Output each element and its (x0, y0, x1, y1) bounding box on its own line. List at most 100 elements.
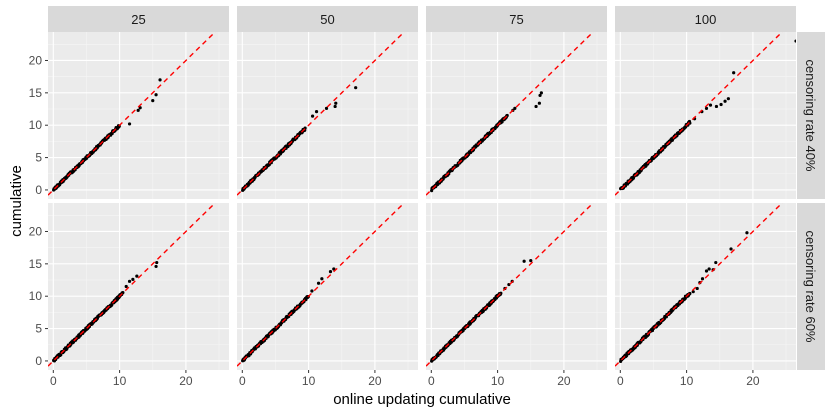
y-tick-label: 0 (35, 183, 42, 197)
data-point (154, 264, 158, 269)
data-point (324, 106, 329, 110)
panel-background (237, 203, 418, 370)
x-tick-label: 20 (557, 374, 571, 388)
y-tick-label: 5 (35, 151, 42, 165)
data-point (794, 39, 796, 43)
data-point (334, 101, 338, 105)
data-point (316, 281, 321, 285)
data-point (314, 110, 319, 114)
reference-line (426, 203, 595, 367)
x-tick-label: 20 (368, 374, 382, 388)
panel-plot-area (615, 203, 784, 367)
panel-background (615, 203, 796, 370)
panel-plot-area (48, 32, 217, 196)
panel-background (615, 32, 796, 199)
facet-panel: 0 10 20 0 5 10 15 20 (29, 203, 229, 388)
reference-line (615, 32, 784, 196)
column-strip (237, 6, 418, 32)
column-strip-label: 100 (695, 12, 717, 27)
column-strip (48, 6, 229, 32)
data-point (328, 270, 333, 274)
panel-background (426, 203, 607, 370)
column-strip (426, 6, 607, 32)
x-tick-label: 0 (50, 374, 57, 388)
panel-plot-area (48, 203, 217, 367)
y-tick-label: 15 (29, 257, 43, 271)
data-point (729, 247, 733, 251)
y-tick-label: 20 (29, 224, 43, 238)
data-point (155, 260, 159, 265)
data-point (320, 277, 324, 281)
data-point (745, 231, 749, 235)
data-point (136, 108, 140, 112)
data-point (719, 102, 723, 107)
x-tick-label: 20 (179, 374, 193, 388)
data-point (726, 97, 730, 101)
data-point (539, 91, 543, 95)
data-point (124, 284, 128, 289)
data-point (332, 267, 336, 271)
panel-plot-area (426, 32, 595, 196)
x-tick-label: 20 (746, 374, 760, 388)
y-tick-label: 15 (29, 86, 43, 100)
row-strip-label: censoring rate 40% (803, 59, 818, 171)
panel-plot-area (426, 203, 595, 367)
column-strip (615, 6, 796, 32)
data-point (707, 267, 711, 271)
y-tick-label: 10 (29, 289, 43, 303)
panel-background (237, 32, 418, 199)
data-point (158, 78, 162, 82)
x-tick-label: 10 (113, 374, 127, 388)
facet-panel (615, 32, 796, 199)
column-strip-label: 25 (131, 12, 145, 27)
data-point (704, 106, 709, 110)
panel-background (426, 32, 607, 199)
facet-panel: 0 10 20 (426, 203, 607, 388)
y-tick-label: 0 (35, 354, 42, 368)
data-point (131, 277, 135, 281)
data-point (714, 260, 718, 265)
panel-plot-area (237, 32, 406, 196)
data-point (723, 99, 727, 103)
data-point (310, 289, 314, 293)
panel-plot-area (237, 203, 406, 367)
data-point (691, 290, 695, 294)
data-point (732, 71, 736, 75)
panel-background (48, 203, 229, 370)
reference-line (48, 203, 217, 367)
y-axis-title: cumulative (8, 165, 25, 237)
data-point (708, 103, 713, 107)
data-point (700, 277, 705, 281)
data-point (538, 93, 542, 98)
data-point (138, 106, 142, 110)
reference-line (615, 203, 784, 367)
data-point (714, 104, 719, 109)
x-tick-label: 0 (239, 374, 246, 388)
column-strip-label: 75 (509, 12, 523, 27)
x-tick-label: 10 (302, 374, 316, 388)
row-strip (797, 203, 825, 370)
reference-line (48, 32, 217, 196)
data-point (127, 122, 132, 126)
data-point (522, 259, 526, 263)
x-tick-label: 0 (617, 374, 624, 388)
row-strip (797, 32, 825, 199)
x-tick-label: 10 (680, 374, 694, 388)
reference-line (237, 203, 406, 367)
reference-line (426, 32, 595, 196)
y-tick-label: 10 (29, 118, 43, 132)
data-point (154, 93, 158, 97)
facet-panel: 0 5 10 15 20 (29, 32, 229, 199)
facet-panel (426, 32, 607, 199)
panel-background (48, 32, 229, 199)
x-tick-label: 0 (428, 374, 435, 388)
data-point (534, 104, 538, 109)
x-axis-title: online updating cumulative (333, 391, 511, 408)
data-point (127, 279, 132, 283)
data-point (704, 269, 709, 273)
data-point (310, 114, 315, 118)
data-point (537, 101, 541, 105)
data-point (135, 274, 139, 278)
